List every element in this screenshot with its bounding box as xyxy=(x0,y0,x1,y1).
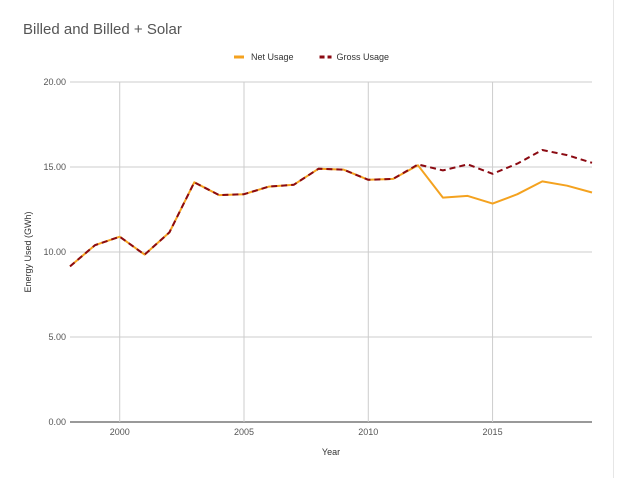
series-line-gross-usage xyxy=(69,149,593,268)
x-tick-label: 2015 xyxy=(483,427,503,437)
x-tick-label: 2010 xyxy=(358,427,378,437)
legend: Net Usage Gross Usage xyxy=(234,52,389,62)
legend-label: Gross Usage xyxy=(337,52,390,62)
x-axis-label: Year xyxy=(322,447,340,457)
legend-label: Net Usage xyxy=(251,52,294,62)
y-axis-ticks: 0.00 5.00 10.00 15.00 20.00 xyxy=(43,77,66,427)
series-lines xyxy=(69,149,593,268)
x-tick-label: 2000 xyxy=(110,427,130,437)
y-tick-label: 0.00 xyxy=(48,417,66,427)
y-axis-label: Energy Used (GWh) xyxy=(23,211,33,292)
y-tick-label: 10.00 xyxy=(43,247,66,257)
y-tick-label: 20.00 xyxy=(43,77,66,87)
grid-lines xyxy=(70,81,592,423)
x-tick-label: 2005 xyxy=(234,427,254,437)
y-tick-label: 15.00 xyxy=(43,162,66,172)
y-tick-label: 5.00 xyxy=(48,332,66,342)
x-axis-ticks: 2000 2005 2010 2015 xyxy=(110,427,503,437)
chart-title: Billed and Billed + Solar xyxy=(23,21,182,38)
